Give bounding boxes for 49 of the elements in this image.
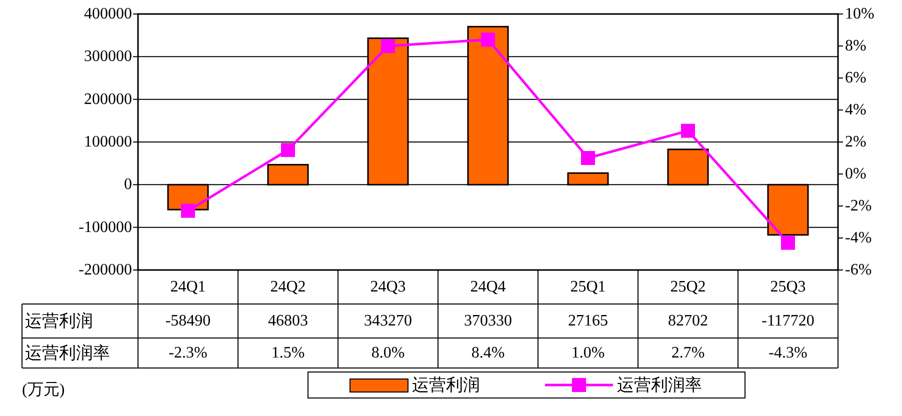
data-label: 1.0% <box>571 344 605 362</box>
x-tick-label: 25Q2 <box>670 278 706 296</box>
y2-tick-label: -6% <box>845 262 872 278</box>
legend-label: 运营利润 <box>412 376 480 394</box>
y-tick-label: -200000 <box>78 262 132 278</box>
y2-tick-label: -2% <box>845 198 872 214</box>
data-label: 82702 <box>668 312 708 330</box>
y2-tick-label: 10% <box>845 6 874 22</box>
data-label: -58490 <box>165 312 211 330</box>
x-tick-label: 24Q4 <box>470 278 506 296</box>
y2-tick-label: 0% <box>845 166 866 182</box>
point <box>481 32 495 47</box>
text: 运营利润 <box>25 312 93 330</box>
point <box>581 151 595 165</box>
y-tick-label: 100000 <box>84 134 132 150</box>
y2-tick-label: 6% <box>845 70 866 86</box>
legend-label: 运营利润率 <box>617 376 702 394</box>
data-label: 370330 <box>464 312 512 330</box>
data-label: 1.5% <box>271 344 305 362</box>
point <box>181 204 195 218</box>
data-label: 343270 <box>364 312 412 330</box>
y2-tick-label: -4% <box>845 230 872 246</box>
data-label: -4.3% <box>768 344 808 362</box>
point <box>381 39 395 53</box>
data-label: -2.3% <box>168 344 208 362</box>
data-label: 8.0% <box>371 344 405 362</box>
x-tick-label: 25Q1 <box>570 278 606 296</box>
data-label: -117720 <box>762 312 814 330</box>
y2-tick-label: 4% <box>845 102 866 118</box>
data-label: 8.4% <box>471 344 505 362</box>
x-tick-label: 24Q2 <box>270 278 306 296</box>
x-tick-label: 25Q3 <box>770 278 806 296</box>
y-tick-label: -100000 <box>78 218 132 236</box>
y-tick-label: 200000 <box>84 90 132 108</box>
x-tick-label: 24Q3 <box>370 278 406 296</box>
point <box>281 143 295 157</box>
y-tick-label: 300000 <box>84 48 132 66</box>
y2-tick-label: 8% <box>845 38 866 54</box>
data-label: 2.7% <box>671 344 705 362</box>
point <box>681 124 695 138</box>
y2-tick-label: 2% <box>845 134 866 150</box>
data-label: 27165 <box>568 312 608 330</box>
y-tick-label: 400000 <box>84 6 132 22</box>
text: 运营利润率 <box>25 344 110 362</box>
text: (万元) <box>22 382 65 398</box>
x-tick-label: 24Q1 <box>170 278 206 296</box>
data-label: 46803 <box>268 312 308 330</box>
y-tick-label: 0 <box>124 176 132 194</box>
point <box>781 236 795 250</box>
